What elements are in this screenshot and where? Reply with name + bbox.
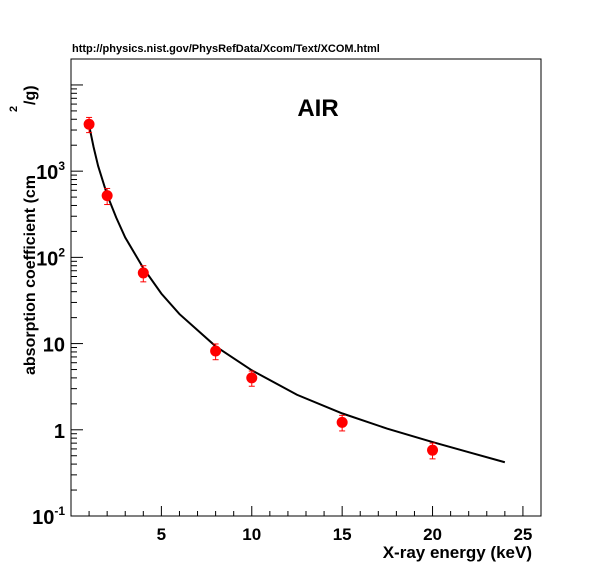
y-tick-label-exponent: 2 [58, 245, 65, 259]
y-axis-label-superscript: 2 [8, 106, 20, 112]
x-tick-label: 20 [423, 525, 442, 544]
y-axis-label-group: absorption coefficient (cm [22, 175, 39, 375]
data-point [101, 190, 113, 202]
data-points-layer [83, 116, 439, 460]
x-tick-label: 15 [333, 525, 352, 544]
y-tick-label-base: 10 [43, 335, 65, 357]
x-tick-label: 10 [242, 525, 261, 544]
data-point [83, 118, 95, 130]
y-tick-label-base: 10 [32, 507, 54, 529]
x-tick-label: 25 [513, 525, 532, 544]
data-point [137, 267, 149, 279]
axis-ticks [70, 58, 542, 517]
data-point [246, 372, 258, 384]
y-tick-label-base: 1 [54, 421, 65, 443]
fit-curve [88, 125, 506, 464]
data-point [427, 444, 439, 456]
y-tick-label-exponent: 3 [58, 159, 65, 173]
y-tick-label: 1 [54, 421, 65, 443]
y-tick-label-base: 10 [36, 248, 58, 270]
data-point [336, 416, 348, 428]
x-tick-label: 5 [157, 525, 166, 544]
y-tick-label: 10-1 [32, 504, 65, 529]
y-tick-label-base: 10 [36, 162, 58, 184]
data-point [210, 345, 222, 357]
fit-curve-layer [88, 125, 506, 464]
y-tick-label: 102 [36, 245, 65, 270]
y-tick-label-exponent: -1 [54, 504, 65, 518]
x-tick-labels: 5 10 15 20 25 [157, 525, 533, 544]
x-axis-label: X-ray energy (keV) [383, 543, 532, 562]
y-axis-label-tail: /g) [22, 85, 39, 105]
source-url: http://physics.nist.gov/PhysRefData/Xcom… [72, 43, 380, 55]
y-axis-label: absorption coefficient (cm [22, 175, 39, 375]
y-tick-label: 10 [43, 335, 65, 357]
y-tick-label: 103 [36, 159, 65, 184]
chart-title: AIR [297, 95, 338, 122]
